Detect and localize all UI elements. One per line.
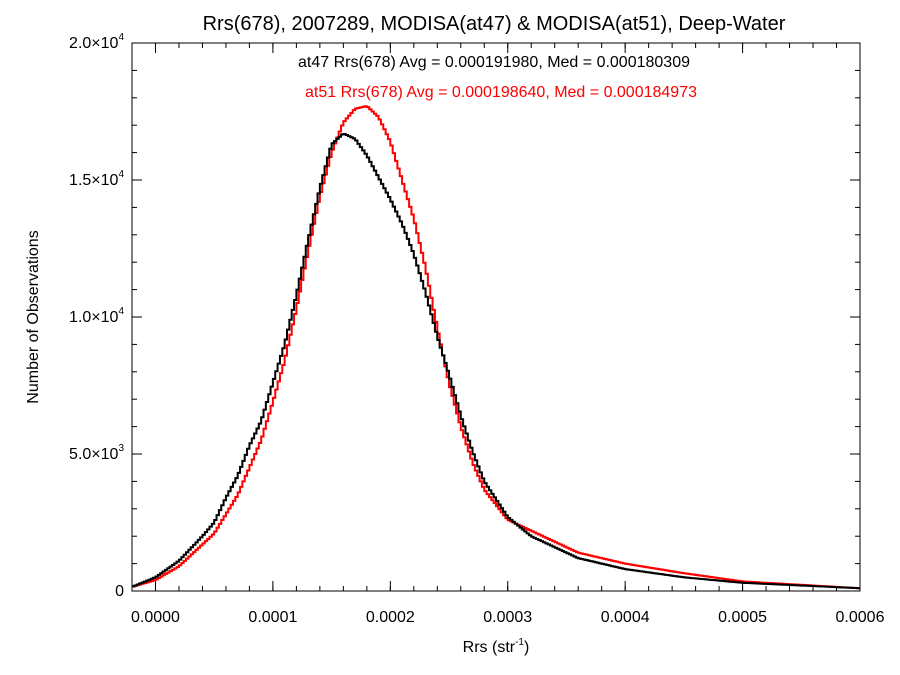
legend-annotation-at51: at51 Rrs(678) Avg = 0.000198640, Med = 0… — [305, 84, 697, 101]
x-axis-label: Rrs (str-1) — [463, 637, 530, 656]
x-tick-label: 0.0000 — [131, 609, 180, 626]
histogram-series — [132, 105, 860, 590]
y-tick-label: 0 — [115, 583, 124, 600]
plot-frame — [131, 42, 861, 592]
x-tick-label: 0.0002 — [366, 609, 415, 626]
y-tick-label: 2.0×104 — [69, 32, 124, 52]
y-tick-label: 1.5×104 — [69, 169, 124, 189]
series-line-at51 — [132, 105, 860, 590]
x-tick-label: 0.0005 — [718, 609, 767, 626]
x-tick-label: 0.0001 — [248, 609, 297, 626]
x-tick-label: 0.0003 — [483, 609, 532, 626]
y-tick-label: 1.0×104 — [69, 306, 124, 326]
legend-annotation-at47: at47 Rrs(678) Avg = 0.000191980, Med = 0… — [298, 54, 690, 71]
series-line-at47 — [132, 132, 860, 590]
y-tick-label: 5.0×103 — [69, 443, 124, 463]
y-axis-label: Number of Observations — [25, 230, 42, 403]
chart-title: Rrs(678), 2007289, MODISA(at47) & MODISA… — [203, 13, 786, 35]
x-axis-ticks: 0.0000 0.0001 0.0002 0.0003 0.0004 0.0005 0.00… — [131, 43, 885, 626]
x-tick-label: 0.0004 — [601, 609, 650, 626]
y-axis-ticks: 0 5.0×103 1.0×104 1.5×104 2.0×104 — [69, 32, 860, 600]
x-tick-label: 0.0006 — [836, 609, 885, 626]
